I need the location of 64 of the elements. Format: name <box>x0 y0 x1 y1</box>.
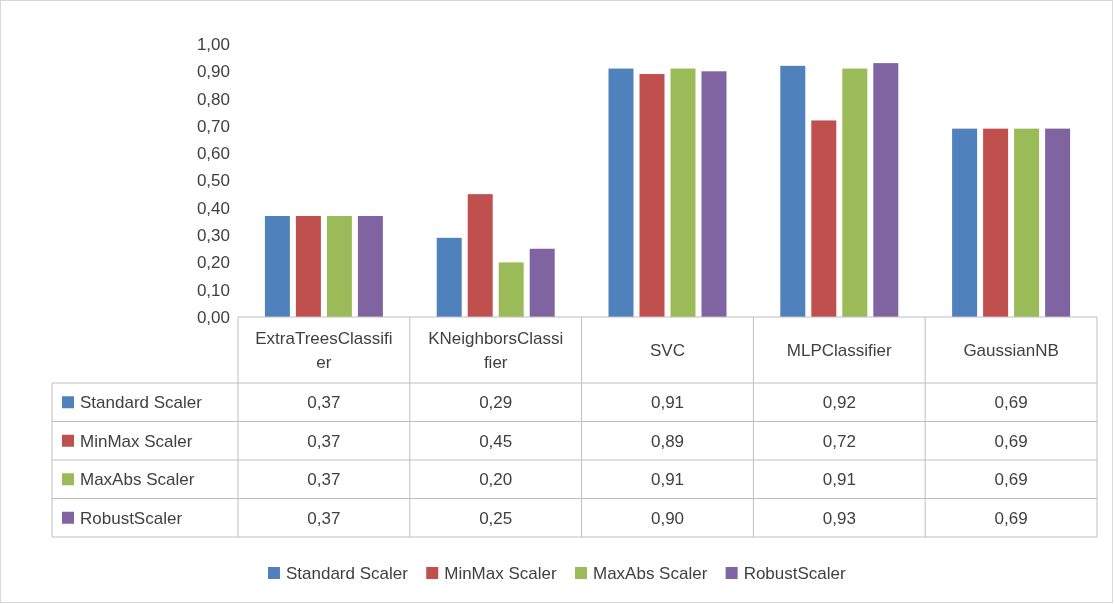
text: MaxAbs Scaler <box>592 564 708 583</box>
bar <box>529 248 555 317</box>
x-tick-label: SVC <box>650 341 685 360</box>
legend-label: MaxAbs Scaler <box>80 470 195 490</box>
data-label: 0,20 <box>479 470 513 490</box>
bar <box>842 68 868 317</box>
y-tick-label: 1,00 <box>196 34 230 54</box>
data-label: 0,72 <box>822 431 856 451</box>
bar <box>498 262 524 317</box>
y-tick-label: 0,00 <box>196 307 230 327</box>
data-label: 0,37 <box>307 431 341 451</box>
data-label: 0,37 <box>307 470 341 490</box>
x-tick-label: GaussianNB <box>963 341 1059 360</box>
data-label: 0,89 <box>650 431 685 451</box>
legend-label: RobustScaler <box>743 564 847 583</box>
bar <box>952 128 978 317</box>
bar <box>780 65 806 317</box>
data-label: 0,92 <box>822 393 856 413</box>
data-label: 0,69 <box>994 431 1028 451</box>
data-label: 0,90 <box>650 508 685 528</box>
bar <box>436 237 462 317</box>
y-tick-label: 0,70 <box>196 116 230 136</box>
y-tick-label: 0,40 <box>196 198 230 218</box>
bar <box>326 215 352 317</box>
bar <box>1045 128 1071 317</box>
bar <box>264 215 290 317</box>
data-label: 0,37 <box>307 508 341 528</box>
bar <box>701 71 727 317</box>
bar <box>295 215 321 317</box>
data-label: 0,37 <box>307 393 341 413</box>
y-tick-label: 0,30 <box>196 226 230 246</box>
x-tick-label: MLPClassifier <box>786 341 893 360</box>
text: Standard Scaler <box>285 564 408 583</box>
y-tick-label: 0,60 <box>196 144 230 164</box>
data-label: 0,69 <box>994 470 1028 490</box>
y-tick-label: 0,20 <box>196 253 230 273</box>
data-label: 0,45 <box>479 431 513 451</box>
data-label: 0,29 <box>479 393 513 413</box>
x-tick-label: ExtraTreesClassifier <box>255 329 393 372</box>
data-label: 0,91 <box>650 470 685 490</box>
data-label: 0,91 <box>650 393 685 413</box>
legend-label: MinMax Scaler <box>80 431 193 451</box>
bar <box>357 215 383 317</box>
bar <box>873 63 899 317</box>
data-label: 0,93 <box>822 508 856 528</box>
bar <box>811 120 837 317</box>
data-label: 0,69 <box>994 393 1028 413</box>
x-tick-label: KNeighborsClassifier <box>428 329 564 372</box>
text: RobustScaler <box>80 508 183 528</box>
y-tick-label: 0,10 <box>196 280 230 300</box>
bar <box>608 68 634 317</box>
data-label: 0,91 <box>822 470 856 490</box>
data-label: 0,69 <box>994 508 1028 528</box>
text: MinMax Scaler <box>444 564 557 583</box>
bar <box>983 128 1009 317</box>
bar <box>670 68 696 317</box>
bar <box>467 194 493 317</box>
data-label: 0,25 <box>479 508 513 528</box>
y-tick-label: 0,90 <box>196 62 230 82</box>
y-tick-label: 0,80 <box>196 89 230 109</box>
bar <box>1014 128 1040 317</box>
y-tick-label: 0,50 <box>196 171 230 191</box>
legend-label: Standard Scaler <box>80 393 203 413</box>
bar <box>639 74 665 317</box>
